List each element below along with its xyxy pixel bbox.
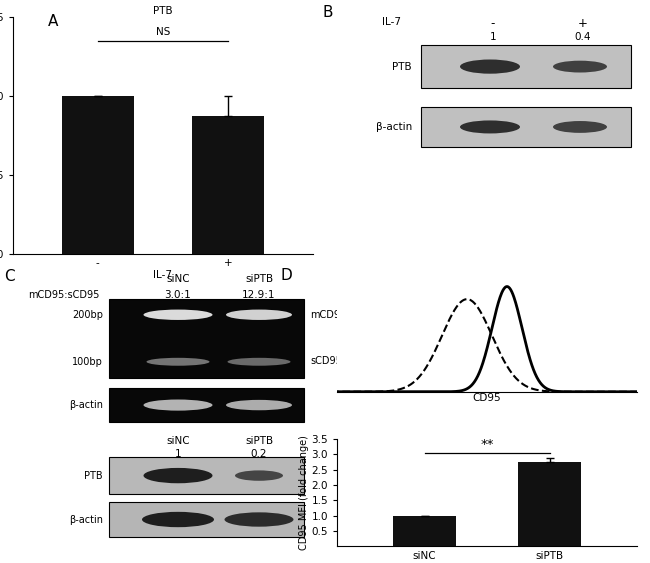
- Text: 1: 1: [175, 449, 181, 459]
- Text: 1: 1: [489, 32, 497, 42]
- Text: 0.4: 0.4: [575, 32, 592, 42]
- Ellipse shape: [460, 60, 520, 74]
- Ellipse shape: [226, 400, 292, 410]
- Bar: [518, 462, 580, 546]
- Text: -: -: [491, 17, 495, 30]
- Ellipse shape: [144, 400, 213, 410]
- Bar: [109, 388, 304, 422]
- Y-axis label: CD95 MFI (fold change): CD95 MFI (fold change): [298, 435, 309, 550]
- Text: B: B: [322, 5, 333, 20]
- Text: siPTB: siPTB: [245, 274, 273, 284]
- Text: sCD95: sCD95: [310, 355, 342, 365]
- X-axis label: IL-7: IL-7: [153, 270, 172, 280]
- Text: siNC: siNC: [166, 274, 190, 284]
- Bar: [421, 45, 631, 88]
- Text: 100bp: 100bp: [72, 357, 103, 367]
- Bar: [109, 457, 304, 494]
- Text: mCD95: mCD95: [310, 310, 346, 320]
- X-axis label: CD95: CD95: [473, 393, 501, 403]
- Text: siNC: siNC: [166, 436, 190, 446]
- Bar: [421, 107, 631, 147]
- Ellipse shape: [142, 512, 214, 527]
- Ellipse shape: [144, 468, 213, 483]
- Text: A: A: [48, 14, 58, 29]
- Text: β-actin: β-actin: [376, 122, 412, 132]
- Bar: [393, 516, 456, 546]
- Legend: siNC, siPTB: siNC, siPTB: [648, 273, 650, 307]
- Text: IL-7: IL-7: [382, 17, 401, 27]
- Bar: [192, 117, 264, 253]
- Text: D: D: [280, 267, 292, 283]
- Text: 0.2: 0.2: [251, 449, 267, 459]
- Title: PTB: PTB: [153, 6, 173, 16]
- Ellipse shape: [224, 512, 294, 526]
- Bar: [62, 96, 134, 253]
- Ellipse shape: [460, 120, 520, 133]
- Text: **: **: [480, 438, 494, 451]
- Bar: [109, 502, 304, 538]
- Text: 200bp: 200bp: [72, 310, 103, 320]
- Text: β-actin: β-actin: [69, 515, 103, 525]
- Bar: [109, 298, 304, 378]
- Ellipse shape: [553, 61, 607, 73]
- Text: β-actin: β-actin: [69, 400, 103, 410]
- Text: siPTB: siPTB: [245, 436, 273, 446]
- Text: mCD95:sCD95: mCD95:sCD95: [28, 290, 99, 300]
- Text: +: +: [578, 17, 588, 30]
- Text: C: C: [4, 269, 14, 284]
- Text: NS: NS: [156, 28, 170, 37]
- Ellipse shape: [235, 471, 283, 481]
- Text: PTB: PTB: [393, 61, 412, 72]
- Ellipse shape: [227, 358, 291, 366]
- Text: PTB: PTB: [84, 471, 103, 481]
- Text: 3.0:1: 3.0:1: [164, 290, 191, 300]
- Ellipse shape: [146, 358, 209, 366]
- Text: 12.9:1: 12.9:1: [242, 290, 276, 300]
- Ellipse shape: [226, 310, 292, 320]
- Ellipse shape: [553, 121, 607, 133]
- Ellipse shape: [144, 310, 213, 320]
